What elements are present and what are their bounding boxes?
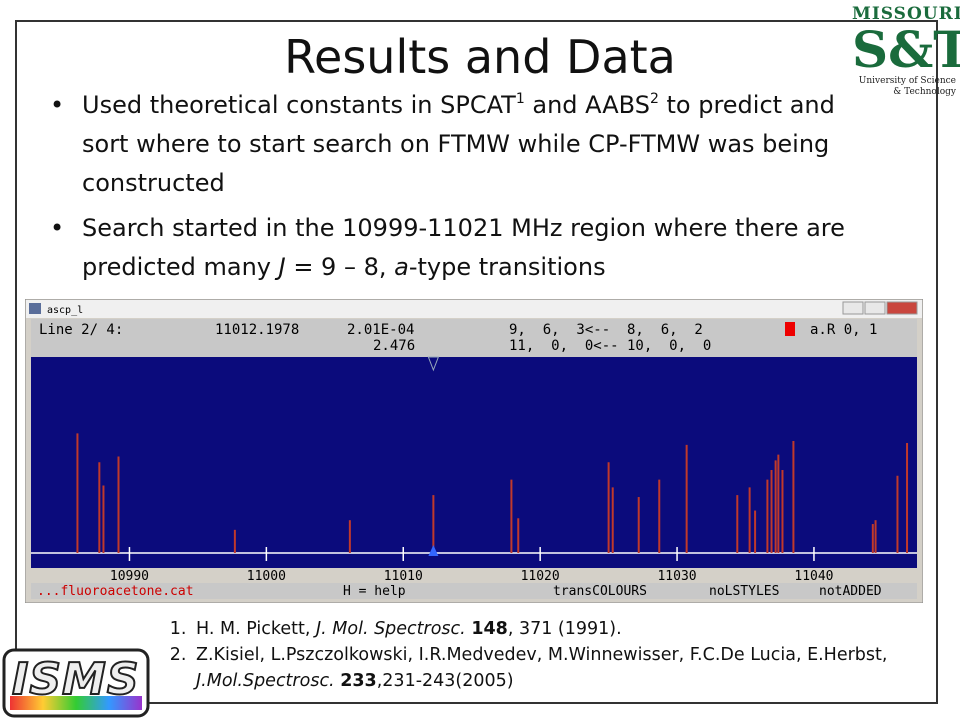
reference: Z.Kisiel, L.Pszczolkowski, I.R.Medvedev,… bbox=[192, 642, 912, 694]
cursor-top bbox=[427, 356, 440, 372]
italic: J. Mol. Spectrosc. bbox=[315, 619, 466, 639]
text: = 9 – 8, bbox=[285, 253, 395, 281]
logo-text: University of Science & Technology bbox=[858, 76, 956, 97]
superscript: 1 bbox=[515, 91, 525, 107]
close-button[interactable] bbox=[886, 301, 918, 315]
maximize-button[interactable] bbox=[864, 301, 886, 315]
header-text: 2.476 bbox=[373, 338, 415, 354]
italic: J bbox=[278, 253, 286, 281]
italic: J.Mol.Spectrosc. bbox=[196, 671, 335, 691]
header-text: 11, 0, 0<-- 10, 0, 0 bbox=[509, 338, 711, 354]
slide-title: Results and Data bbox=[284, 30, 676, 84]
text: , 371 (1991). bbox=[507, 619, 622, 639]
text: -type transitions bbox=[408, 253, 606, 281]
x-tick-label: 11020 bbox=[521, 569, 560, 584]
footer-text: noLSTYLES bbox=[709, 584, 779, 599]
text: ,231-243(2005) bbox=[376, 671, 514, 691]
window-title: ascp_l bbox=[47, 305, 83, 316]
italic: a bbox=[394, 253, 409, 281]
logo-bg bbox=[2, 648, 150, 718]
text: Search started in the 10999-11021 MHz re… bbox=[82, 214, 845, 281]
university-logo: MISSOURI S&T University of Science & Tec… bbox=[852, 4, 960, 116]
reference: H. M. Pickett, J. Mol. Spectrosc. 148, 3… bbox=[192, 616, 912, 642]
slide-frame bbox=[15, 20, 938, 704]
footer-text: ...fluoroacetone.cat bbox=[37, 584, 194, 599]
references: H. M. Pickett, J. Mol. Spectrosc. 148, 3… bbox=[160, 616, 912, 694]
text: and AABS bbox=[524, 91, 650, 119]
program-window: ascp_l Line 2/ 4: 11012.1978 2.01E-04 9,… bbox=[25, 299, 923, 603]
isms-logo: ISMS bbox=[2, 648, 150, 718]
logo-text: MISSOURI bbox=[852, 4, 960, 24]
x-tick-label: 11030 bbox=[657, 569, 696, 584]
header-text: a.R 0, 1 bbox=[810, 322, 877, 338]
text: Z.Kisiel, L.Pszczolkowski, I.R.Medvedev,… bbox=[196, 645, 888, 665]
text: Used theoretical constants in SPCAT bbox=[82, 91, 516, 119]
cursor-bottom bbox=[428, 545, 439, 556]
bullet: Search started in the 10999-11021 MHz re… bbox=[50, 209, 872, 287]
footer-text: H = help bbox=[343, 584, 406, 599]
footer-text: transCOLOURS bbox=[553, 584, 647, 599]
bold: 148 bbox=[471, 619, 508, 639]
x-tick-label: 11040 bbox=[794, 569, 833, 584]
minimize-button[interactable] bbox=[842, 301, 864, 315]
footer-panel bbox=[31, 583, 917, 599]
header-panel bbox=[31, 319, 917, 357]
plot-area bbox=[31, 357, 917, 568]
axis-label-strip bbox=[31, 568, 917, 583]
logo-text: S&T bbox=[852, 20, 960, 79]
text: to predict and sort where to start searc… bbox=[82, 91, 835, 197]
text: H. M. Pickett, bbox=[196, 619, 316, 639]
header-text: 11012.1978 bbox=[215, 322, 299, 338]
x-tick-label: 11000 bbox=[247, 569, 286, 584]
x-tick-label: 11010 bbox=[384, 569, 423, 584]
bullet: Used theoretical constants in SPCAT1 and… bbox=[50, 86, 872, 203]
logo-text: ISMS bbox=[11, 653, 140, 706]
header-text: 9, 6, 3<-- 8, 6, 2 bbox=[509, 322, 703, 338]
app-icon bbox=[29, 303, 41, 314]
bold: 233 bbox=[340, 671, 377, 691]
superscript: 2 bbox=[649, 91, 659, 107]
header-text: 2.01E-04 bbox=[347, 322, 414, 338]
x-tick-label: 10990 bbox=[110, 569, 149, 584]
header-text: Line 2/ 4: bbox=[39, 322, 123, 338]
footer-text: notADDED bbox=[819, 584, 882, 599]
title-bar bbox=[26, 300, 922, 318]
marker-box bbox=[785, 322, 795, 336]
